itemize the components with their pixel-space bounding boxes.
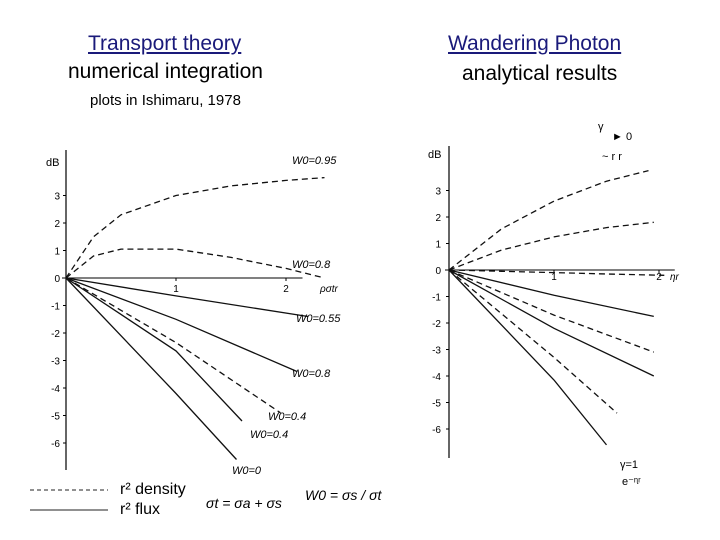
right-chart: 3 2 1 0 -1 -2 -3 -4 -5 -6 1 2 dB ηr γ ► 0 ~ r r γ=1 e⁻ᶯʳ [428,121,680,488]
y-tick-label: -2 [51,329,60,340]
series-label: W0=0.4 [250,429,288,441]
series-line [65,248,325,279]
series-line [65,277,281,414]
series-label: W0=0.8 [292,259,331,271]
x-tick-label: 2 [283,284,289,295]
formula-w0: W0 = σs / σt [305,487,383,503]
chart-annotation: e⁻ᶯʳ [622,476,641,488]
series-line [448,269,618,414]
series-line [65,176,325,279]
formula-sigma-t: σt = σa + σs [206,495,282,511]
series-label: W0=0.4 [268,411,306,423]
y-tick-label: -6 [432,425,441,436]
series-line [448,269,655,353]
left-chart: 3 2 1 0 -1 -2 -3 -4 -5 -6 1 2 dB ρσtr W0=0.95 W0=0.8 W0=… [46,150,341,477]
y-tick-label: 2 [435,213,441,224]
y-tick-label: -2 [432,319,441,330]
x-tick-label: 2 [656,272,662,283]
y-tick-label: 3 [54,192,60,203]
series-line [448,169,649,271]
y-tick-label: -3 [432,346,441,357]
chart-annotation: ~ r r [602,151,622,163]
x-tick-label: 1 [173,284,179,295]
x-axis-label: ρσtr [319,284,339,295]
left-title[interactable]: Transport theory [88,32,242,55]
right-title[interactable]: Wandering Photon [448,32,622,55]
y-axis-label: dB [46,157,59,169]
bottom-legend: r² density r² flux σt = σa + σs W0 = σs … [30,481,383,518]
legend-solid-label: r² flux [120,501,160,518]
series-label: W0=0.8 [292,368,331,380]
series-line [448,269,608,446]
chart-annotation: γ=1 [620,459,638,471]
y-tick-label: -1 [51,302,60,313]
series-line [448,269,654,318]
y-tick-label: 1 [54,247,60,258]
y-tick-label: 1 [435,240,441,251]
series-label: W0=0.95 [292,155,337,167]
y-tick-label: 0 [435,266,441,277]
series-line [65,277,298,373]
y-tick-label: -1 [432,293,441,304]
series-label: W0=0 [232,465,262,477]
series-line [65,277,243,422]
series-line [448,269,655,377]
y-tick-label: -4 [432,372,441,383]
series-line [65,277,309,318]
y-axis-label: dB [428,149,441,161]
y-tick-label: -5 [51,412,60,423]
x-axis-label: ηr [670,272,680,283]
y-tick-label: 0 [54,274,60,285]
x-tick-label: 1 [551,272,557,283]
series-line [448,221,654,271]
series-line [65,277,237,460]
y-tick-label: -4 [51,384,60,395]
chart-annotation: γ [598,121,604,133]
left-subtitle: numerical integration [68,60,263,83]
series-line [448,269,665,276]
series-label: W0=0.55 [296,313,341,325]
chart-annotation: ► 0 [612,131,632,143]
y-tick-label: 3 [435,187,441,198]
right-subtitle: analytical results [462,62,618,85]
y-tick-label: -3 [51,357,60,368]
y-tick-label: -6 [51,439,60,450]
y-tick-label: 2 [54,219,60,230]
legend-dashed-label: r² density [120,481,186,498]
left-note: plots in Ishimaru, 1978 [90,92,241,109]
y-tick-label: -5 [432,399,441,410]
